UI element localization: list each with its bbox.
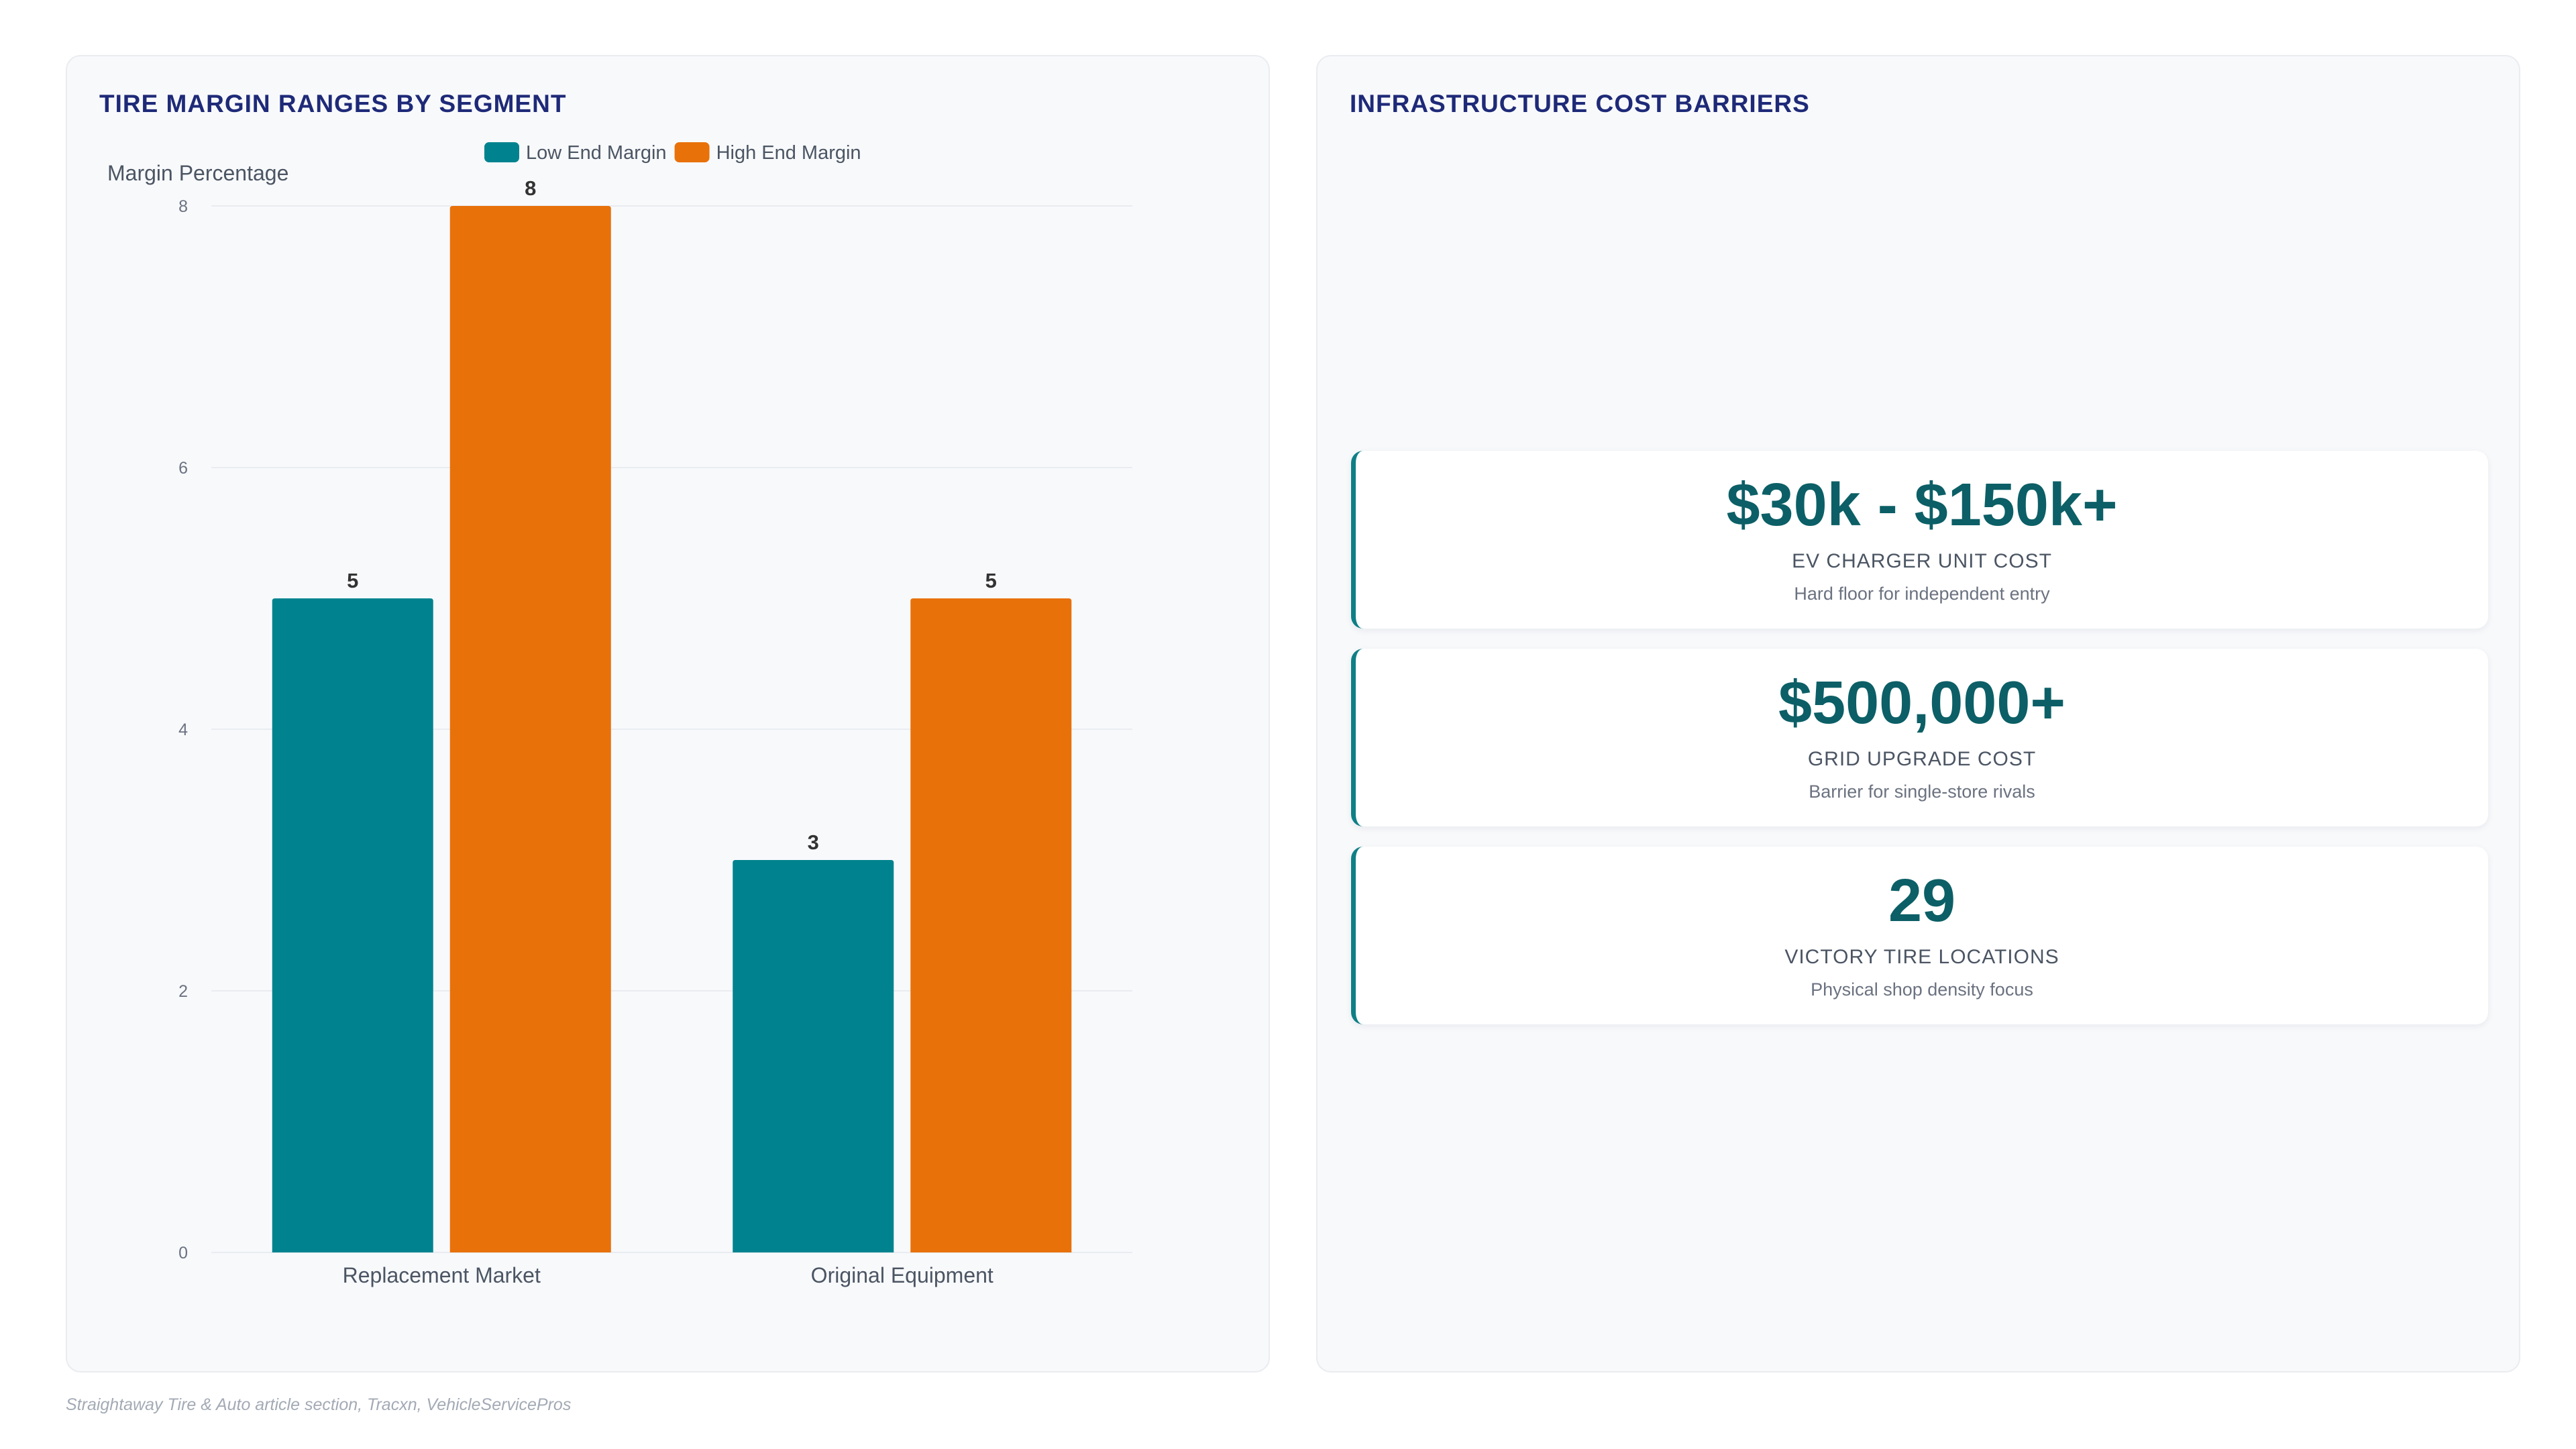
data-label: 3 <box>808 830 819 854</box>
stat-label: VICTORY TIRE LOCATIONS <box>1784 946 2059 968</box>
margin-chart-panel: TIRE MARGIN RANGES BY SEGMENT 0 2 4 6 8 Margi… <box>66 55 1270 1373</box>
data-label: 5 <box>347 569 358 592</box>
legend-label: High End Margin <box>716 142 861 164</box>
stat-card-grid-upgrade: $500,000+ GRID UPGRADE COST Barrier for … <box>1351 649 2488 826</box>
bar <box>449 206 611 1252</box>
data-label: 5 <box>985 569 997 592</box>
margin-bar-chart: 0 2 4 6 8 Margin Percentage Replacement Market… <box>107 142 1132 1287</box>
legend-swatch <box>484 142 519 162</box>
infrastructure-title: INFRASTRUCTURE COST BARRIERS <box>1350 90 1810 117</box>
stat-card-ev-charger: $30k - $150k+ EV CHARGER UNIT COST Hard … <box>1351 451 2488 629</box>
y-axis-label: Margin Percentage <box>107 161 288 185</box>
stat-cards: $30k - $150k+ EV CHARGER UNIT COST Hard … <box>1351 451 2488 1024</box>
y-tick-label: 8 <box>178 197 188 216</box>
stat-value: $500,000+ <box>1778 669 2065 737</box>
infrastructure-panel: INFRASTRUCTURE COST BARRIERS $30k - $150… <box>1316 55 2520 1373</box>
y-tick-label: 0 <box>178 1244 188 1263</box>
legend-swatch <box>674 142 710 162</box>
bar <box>733 860 894 1252</box>
source-note: Straightaway Tire & Auto article section… <box>66 1395 572 1414</box>
stat-value: 29 <box>1888 867 1956 934</box>
stat-label: EV CHARGER UNIT COST <box>1792 550 2052 572</box>
stat-subtext: Hard floor for independent entry <box>1794 584 2050 604</box>
bar <box>910 598 1072 1252</box>
chart-title: TIRE MARGIN RANGES BY SEGMENT <box>99 90 567 117</box>
stat-subtext: Physical shop density focus <box>1811 979 2033 1000</box>
y-tick-label: 4 <box>178 720 188 739</box>
legend-label: Low End Margin <box>526 142 667 164</box>
bar <box>272 598 433 1252</box>
x-tick-label: Replacement Market <box>343 1263 541 1287</box>
stat-value: $30k - $150k+ <box>1726 472 2118 539</box>
y-tick-label: 6 <box>178 459 188 478</box>
y-tick-label: 2 <box>178 982 188 1001</box>
stat-subtext: Barrier for single-store rivals <box>1809 782 2035 802</box>
stat-card-locations: 29 VICTORY TIRE LOCATIONS Physical shop … <box>1351 847 2488 1024</box>
x-tick-label: Original Equipment <box>811 1263 994 1287</box>
stat-label: GRID UPGRADE COST <box>1807 748 2037 770</box>
data-label: 8 <box>525 176 536 200</box>
